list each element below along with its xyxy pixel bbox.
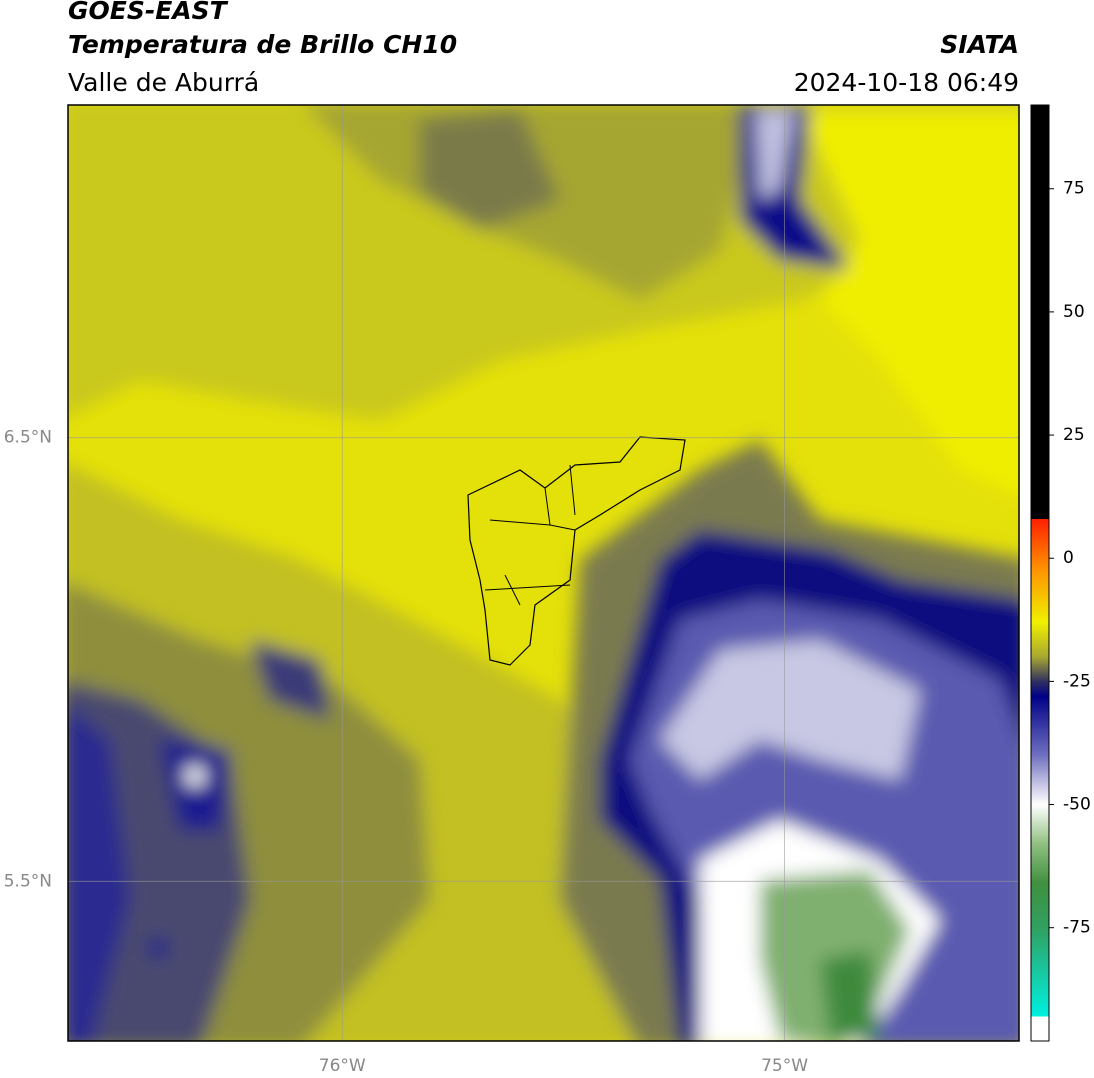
datetime: 2024-10-18 06:49 bbox=[794, 68, 1019, 97]
lon-tick-label: 76°W bbox=[319, 1056, 366, 1076]
colorbar bbox=[1030, 104, 1050, 1042]
lon-tick-label: 75°W bbox=[761, 1056, 808, 1076]
title: GOES-EAST bbox=[68, 0, 229, 25]
lat-tick-label: 5.5°N bbox=[4, 871, 52, 891]
valley-outline bbox=[467, 436, 686, 666]
satellite-image bbox=[68, 105, 1019, 1041]
colorbar-tick-label: 50 bbox=[1063, 302, 1085, 322]
source: SIATA bbox=[940, 30, 1019, 59]
colorbar-tick-label: 25 bbox=[1063, 425, 1085, 445]
lat-tick-label: 6.5°N bbox=[4, 428, 52, 448]
municipal-borders bbox=[484, 464, 576, 606]
colorbar-tick-label: 75 bbox=[1063, 179, 1085, 199]
region: Valle de Aburrá bbox=[68, 68, 259, 97]
subtitle: Temperatura de Brillo CH10 bbox=[68, 30, 457, 59]
colorbar-tick-label: -75 bbox=[1063, 918, 1091, 938]
colorbar-tick-label: -25 bbox=[1063, 671, 1091, 691]
colorbar-tick-label: 0 bbox=[1063, 548, 1074, 568]
map-frame bbox=[67, 104, 1020, 1042]
colorbar-tick-label: -50 bbox=[1063, 795, 1091, 815]
